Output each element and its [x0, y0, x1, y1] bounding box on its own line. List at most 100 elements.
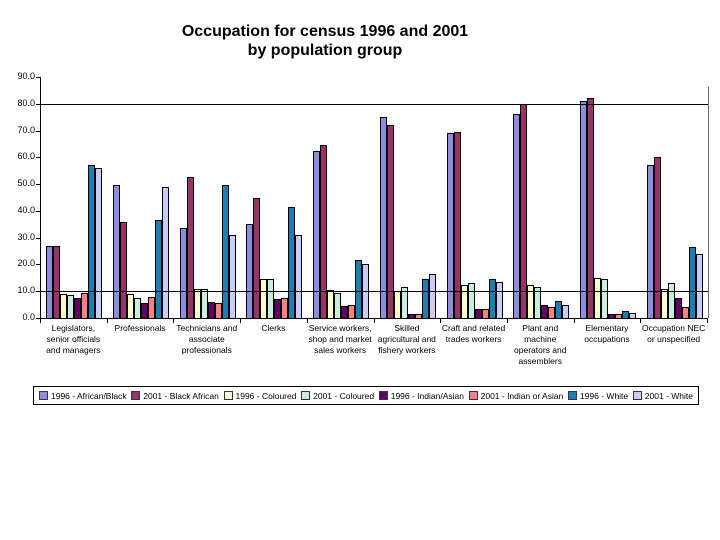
bar	[667, 283, 675, 318]
bar	[288, 207, 296, 318]
x-tick-mark	[107, 319, 108, 323]
x-category-label: Professionals	[114, 323, 166, 333]
y-tick-label: 40.0	[17, 205, 35, 215]
x-tick-mark	[707, 319, 708, 323]
bar-group	[41, 77, 108, 318]
bar	[414, 314, 422, 318]
bar	[646, 165, 654, 318]
chart-title-line2: by population group	[247, 42, 403, 59]
bar	[621, 311, 629, 318]
y-tick-label: 10.0	[17, 285, 35, 295]
y-tick-mark	[36, 237, 40, 239]
legend-entry: 1996 - White	[567, 390, 629, 401]
bar-group	[108, 77, 175, 318]
x-tick-mark	[173, 319, 174, 323]
bar	[148, 297, 156, 318]
bar	[334, 293, 342, 318]
bar	[320, 145, 328, 318]
bar	[453, 132, 461, 318]
bar	[155, 220, 163, 318]
bar	[260, 279, 268, 318]
bar-groups	[41, 77, 708, 318]
chart-title: Occupation for census 1996 and 2001 by p…	[0, 22, 650, 60]
x-tick-mark	[240, 319, 241, 323]
bar	[179, 228, 187, 318]
x-category-label: Occupation NEC or unspecified	[641, 323, 706, 344]
x-tick-mark	[574, 319, 575, 323]
bar	[614, 314, 622, 318]
legend-label: 2001 - Black African	[143, 390, 219, 401]
legend-label: 2001 - Coloured	[313, 390, 375, 401]
y-tick-label: 70.0	[17, 125, 35, 135]
legend-label: 2001 - White	[644, 390, 693, 401]
bar	[221, 185, 229, 318]
bar-group	[441, 77, 508, 318]
legend-label: 1996 - African/Black	[51, 390, 127, 401]
gridline-10	[41, 290, 708, 292]
bar	[95, 168, 103, 318]
bar	[481, 309, 489, 318]
y-tick-label: 50.0	[17, 178, 35, 188]
bar	[67, 295, 75, 318]
bar	[421, 279, 429, 318]
plot-right-border	[708, 87, 709, 318]
legend-entry: 1996 - Indian/Asian	[378, 390, 464, 401]
legend-entry: 2001 - Black African	[131, 391, 219, 401]
bar	[141, 303, 149, 318]
bar	[513, 114, 521, 318]
legend: 1996 - African/Black 2001 - Black African…	[33, 386, 699, 405]
y-tick-mark	[36, 156, 40, 158]
bar	[253, 198, 261, 318]
x-tick-mark	[307, 319, 308, 323]
bar	[327, 290, 335, 318]
y-tick-label: 30.0	[17, 232, 35, 242]
legend-swatch-icon	[468, 391, 478, 400]
bar-group	[375, 77, 442, 318]
x-tick-mark	[507, 319, 508, 323]
bar	[295, 235, 303, 318]
bar	[681, 307, 689, 318]
bar	[379, 117, 387, 318]
x-category-label: Elementary occupations	[584, 323, 630, 344]
legend-swatch-icon	[39, 391, 48, 400]
bar	[214, 303, 222, 318]
bar	[653, 157, 661, 318]
y-tick-mark	[36, 317, 40, 319]
legend-entry: 1996 - African/Black	[39, 391, 127, 401]
bar	[579, 101, 587, 318]
y-tick-mark	[36, 130, 40, 132]
bar	[586, 98, 594, 318]
legend-label: 2001 - Indian or Asian	[480, 390, 564, 401]
bar	[593, 278, 601, 318]
bar	[313, 151, 321, 318]
bar-group	[508, 77, 575, 318]
bar	[460, 285, 468, 318]
bar	[281, 298, 289, 318]
bar	[113, 185, 121, 318]
bar	[488, 279, 496, 318]
x-tick-mark	[374, 319, 375, 323]
bar	[600, 279, 608, 318]
legend-label: 1996 - Indian/Asian	[390, 390, 464, 401]
bar	[348, 305, 356, 318]
legend-label: 1996 - White	[579, 390, 629, 401]
bar	[120, 222, 128, 318]
y-tick-label: 80.0	[17, 98, 35, 108]
bar	[228, 235, 236, 318]
bar	[193, 289, 201, 318]
chart-title-line1: Occupation for census 1996 and 2001	[181, 23, 469, 40]
y-tick-mark	[36, 103, 40, 105]
legend-entry: 2001 - Coloured	[301, 391, 374, 401]
y-tick-mark	[36, 210, 40, 212]
x-category-label: Legislators, senior officials and manage…	[46, 323, 101, 355]
bar	[46, 246, 54, 318]
y-tick-label: 0.0	[22, 312, 35, 322]
legend-swatch-icon	[301, 391, 311, 400]
bar	[407, 314, 415, 318]
bar	[393, 291, 401, 318]
bar	[446, 133, 454, 318]
x-category-label: Craft and related trades workers	[441, 323, 506, 344]
legend-label: 1996 - Coloured	[235, 390, 297, 401]
bar	[134, 298, 142, 318]
legend-swatch-icon	[131, 391, 141, 400]
